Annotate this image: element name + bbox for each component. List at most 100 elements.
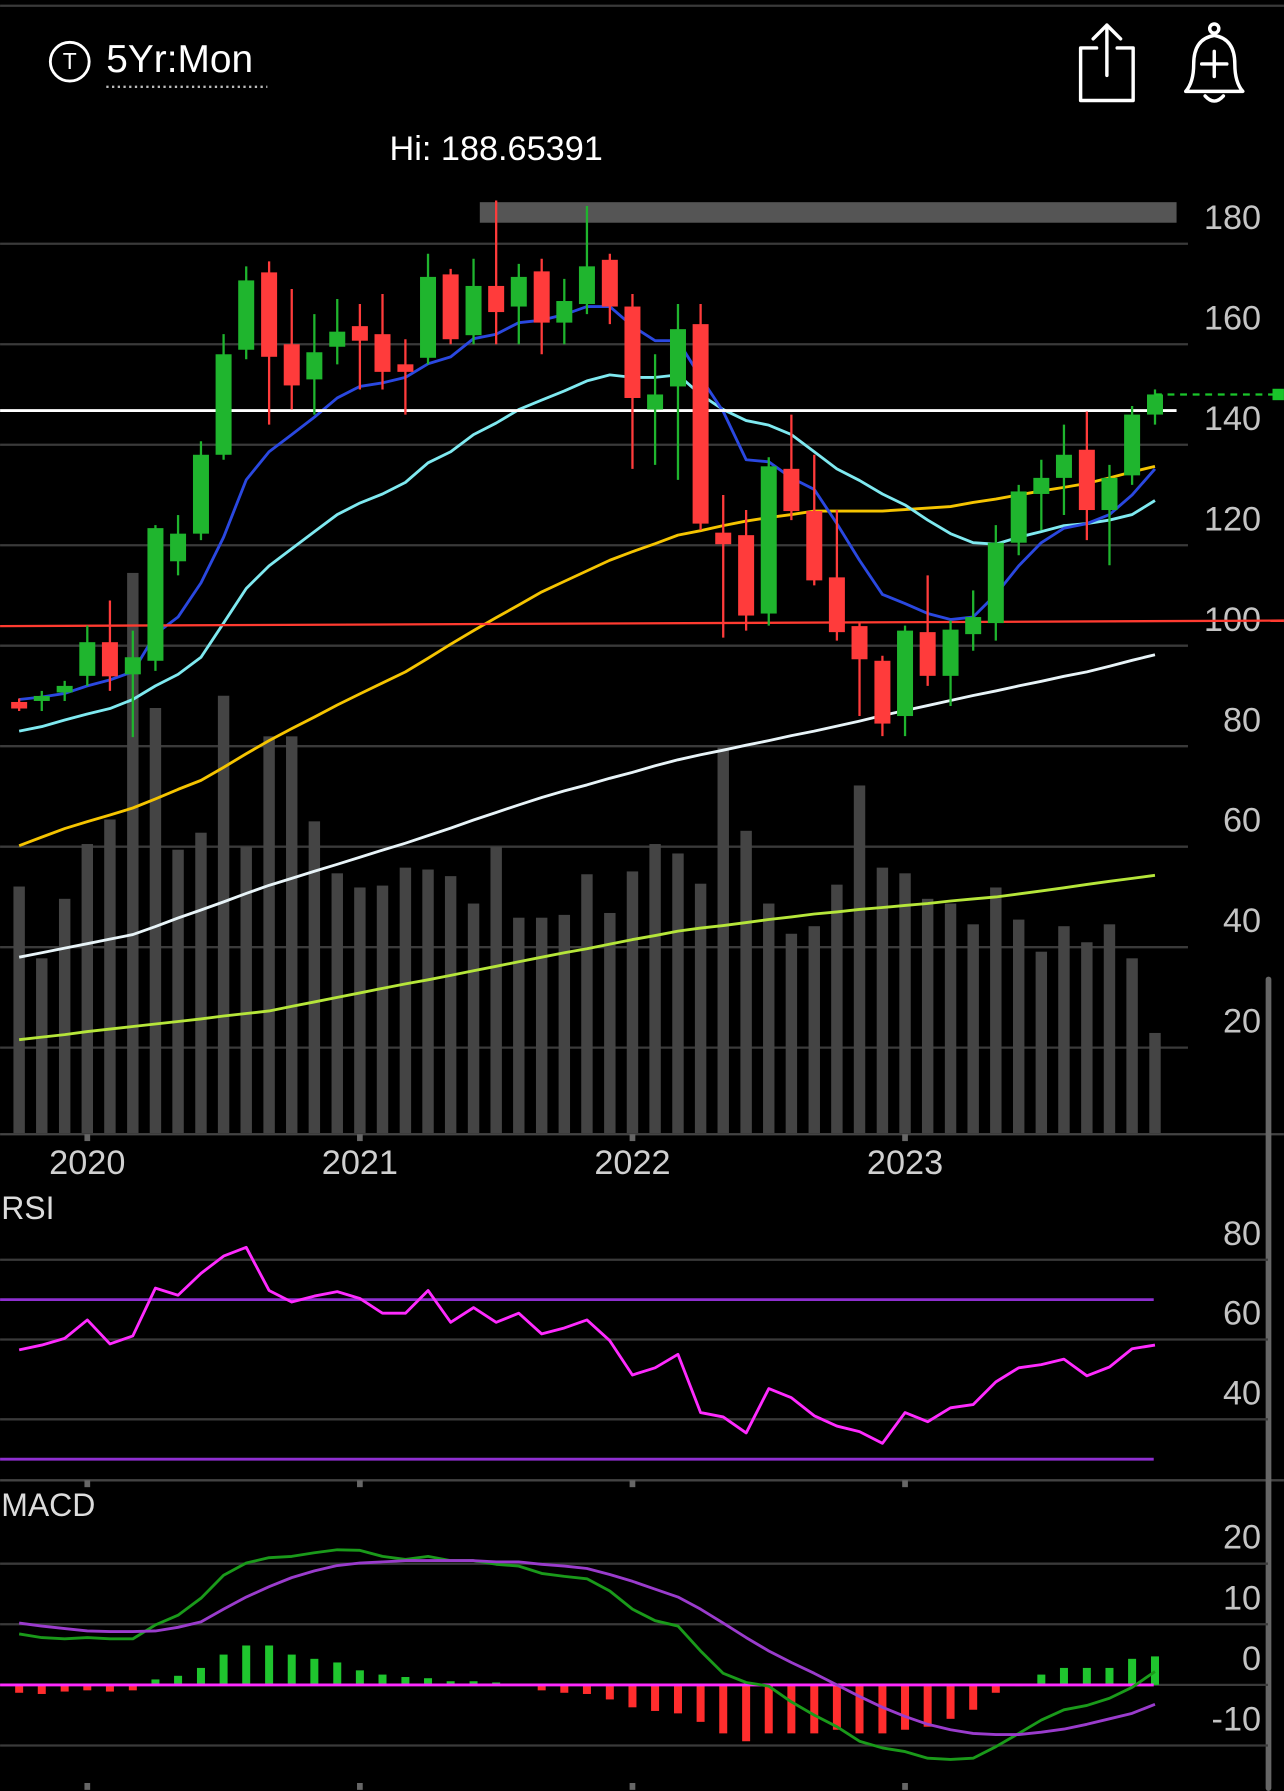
trendline <box>0 619 1284 628</box>
histogram-bar <box>537 1684 546 1691</box>
volume-bar <box>104 819 116 1134</box>
volume-bar <box>672 853 684 1134</box>
histogram-bar <box>582 1684 591 1694</box>
candle-body <box>760 466 777 614</box>
volume-bar <box>217 695 230 1134</box>
candle-body <box>101 642 118 677</box>
candle-body <box>987 542 1004 624</box>
line-series <box>18 464 1156 848</box>
histogram-bar <box>991 1684 1000 1693</box>
share-box <box>1078 46 1135 103</box>
volume-bar <box>1103 924 1116 1134</box>
volume-bar <box>740 830 752 1134</box>
histogram-bar <box>469 1681 478 1685</box>
candle-body <box>442 274 459 340</box>
bell-clapper <box>1203 94 1226 103</box>
panel-title: RSI <box>1 1190 54 1226</box>
candle-body <box>601 259 618 307</box>
volume-bar <box>467 903 480 1134</box>
volume-bar <box>36 958 48 1134</box>
line-series <box>18 1245 1156 1445</box>
x-tick-label: 2021 <box>322 1144 398 1182</box>
scrollbar <box>1265 976 1272 1791</box>
volume-bar <box>853 785 866 1134</box>
volume-bar <box>876 867 889 1134</box>
histogram-bar <box>969 1684 978 1710</box>
candle-body <box>919 632 936 676</box>
histogram-bar <box>105 1684 114 1692</box>
volume-bar <box>581 874 593 1134</box>
histogram-bar <box>1105 1667 1114 1685</box>
candle-body <box>1078 449 1095 511</box>
candle-body <box>397 364 414 372</box>
bell-plus <box>1199 49 1229 79</box>
histogram-bar <box>696 1684 705 1722</box>
alert-button[interactable] <box>1183 22 1245 103</box>
candle-body <box>170 533 187 562</box>
histogram-bar <box>605 1684 614 1700</box>
histogram-bar <box>333 1662 342 1685</box>
share-button[interactable] <box>1078 23 1135 103</box>
candle-body <box>647 394 664 410</box>
candle-body <box>124 657 141 675</box>
x-tick-label: 2023 <box>867 1144 943 1182</box>
candle-body <box>1101 477 1118 511</box>
volume-bar <box>626 871 639 1134</box>
volume-bar <box>717 747 729 1134</box>
volume-bar <box>831 884 843 1134</box>
high-annotation: Hi: 188.65391 <box>390 130 603 168</box>
histogram-bar <box>628 1684 637 1708</box>
symbol-badge[interactable]: T <box>48 40 91 83</box>
histogram-bar <box>1037 1674 1046 1685</box>
histogram-bar <box>1059 1667 1068 1685</box>
candle-body <box>1033 477 1050 494</box>
y-tick-label: 60 <box>1223 802 1261 840</box>
candle-body <box>738 535 755 616</box>
volume-bar <box>558 914 571 1134</box>
y-tick-label: 20 <box>1223 1519 1261 1557</box>
histogram-bar <box>37 1684 46 1694</box>
histogram-bar <box>1150 1656 1159 1685</box>
y-tick-label: 40 <box>1223 1374 1261 1412</box>
histogram-bar <box>651 1684 660 1711</box>
volume-bar <box>263 736 275 1134</box>
y-tick-label: 20 <box>1223 1003 1261 1041</box>
range-selector[interactable]: 5Yr:Mon <box>106 38 253 81</box>
candle-body <box>624 306 641 398</box>
candle-body <box>1010 491 1027 543</box>
line-series <box>18 653 1156 959</box>
histogram-bar <box>287 1654 296 1685</box>
candle-body <box>851 626 868 660</box>
volume-bar <box>444 876 457 1134</box>
volume-bar <box>604 912 616 1134</box>
y-tick-label: 80 <box>1223 701 1261 739</box>
histogram-bar <box>787 1684 796 1734</box>
candle-body <box>283 344 300 386</box>
histogram-bar <box>446 1681 455 1685</box>
candle-body <box>33 695 50 701</box>
y-tick-label: 120 <box>1204 500 1261 538</box>
volume-bar <box>1058 926 1070 1134</box>
candle-body <box>238 280 255 350</box>
candle-body <box>510 276 527 307</box>
line-series <box>18 1559 1156 1737</box>
volume-bar <box>308 821 321 1134</box>
candle-body <box>1124 414 1141 476</box>
histogram-bar <box>832 1684 841 1730</box>
line-series <box>18 873 1156 1042</box>
candle-body <box>11 701 28 709</box>
volume-bar <box>649 844 661 1134</box>
volume-bar <box>286 736 298 1134</box>
volume-bar <box>240 846 252 1134</box>
histogram-bar <box>946 1684 955 1719</box>
volume-bar <box>1081 942 1093 1134</box>
volume-bar <box>58 898 71 1134</box>
volume-bar <box>81 844 94 1134</box>
candle-body <box>578 266 595 305</box>
volume-bar <box>422 869 434 1134</box>
histogram-bar <box>1082 1667 1091 1685</box>
